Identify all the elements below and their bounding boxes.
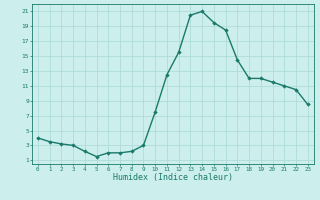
X-axis label: Humidex (Indice chaleur): Humidex (Indice chaleur): [113, 173, 233, 182]
